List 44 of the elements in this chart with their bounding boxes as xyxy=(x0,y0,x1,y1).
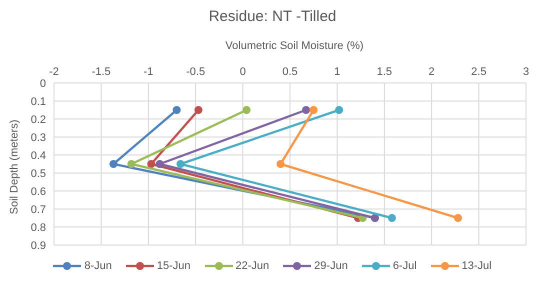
point xyxy=(454,214,462,222)
point xyxy=(109,160,118,168)
legend-label: 8-Jun xyxy=(84,260,112,272)
x-tick-label: 0.5 xyxy=(282,66,298,78)
point xyxy=(335,106,344,114)
point xyxy=(242,106,251,114)
legend-label: 6-Jul xyxy=(392,260,417,272)
x-tick-label: 2 xyxy=(428,66,435,78)
point xyxy=(194,106,202,114)
x-tick-label: 1.5 xyxy=(376,66,392,78)
y-tick-label: 0.7 xyxy=(30,204,46,216)
legend-label: 22-Jun xyxy=(236,260,270,272)
x-tick-label: -2 xyxy=(49,66,59,78)
point xyxy=(302,106,310,114)
legend-label: 29-Jun xyxy=(314,260,348,272)
point xyxy=(388,214,396,222)
x-tick-label: 0 xyxy=(240,66,246,78)
y-tick-label: 0 xyxy=(40,78,46,90)
y-tick-label: 0.9 xyxy=(30,240,46,252)
x-tick-label: 1 xyxy=(334,66,340,78)
legend-label: 13-Jul xyxy=(462,260,492,272)
legend-label: 15-Jun xyxy=(156,260,191,272)
chart-title: Residue: NT -Tilled xyxy=(208,8,338,25)
y-tick-label: 0.8 xyxy=(30,222,46,234)
point xyxy=(310,106,318,114)
y-tick-label: 0.3 xyxy=(30,132,46,144)
x-tick-label: 2.5 xyxy=(471,66,486,78)
point xyxy=(172,106,181,114)
x-tick-label: 3 xyxy=(522,66,530,78)
y-tick-label: 0.6 xyxy=(30,186,46,198)
x-tick-label: -0.5 xyxy=(186,66,206,78)
x-tick-label: -1.5 xyxy=(92,66,111,78)
point xyxy=(276,160,285,168)
y-axis-title: Soil Depth (meters) xyxy=(8,120,20,214)
y-tick-label: 0.1 xyxy=(30,96,46,108)
y-tick-label: 0.2 xyxy=(30,114,46,126)
point xyxy=(156,160,164,168)
point xyxy=(147,160,156,168)
y-tick-label: 0.5 xyxy=(30,168,46,180)
point xyxy=(127,160,136,168)
x-tick-label: -1 xyxy=(144,66,154,78)
y-tick-label: 0.4 xyxy=(30,150,46,162)
point xyxy=(176,160,184,168)
x-axis-title: Volumetric Soil Moisture (%) xyxy=(224,40,365,52)
